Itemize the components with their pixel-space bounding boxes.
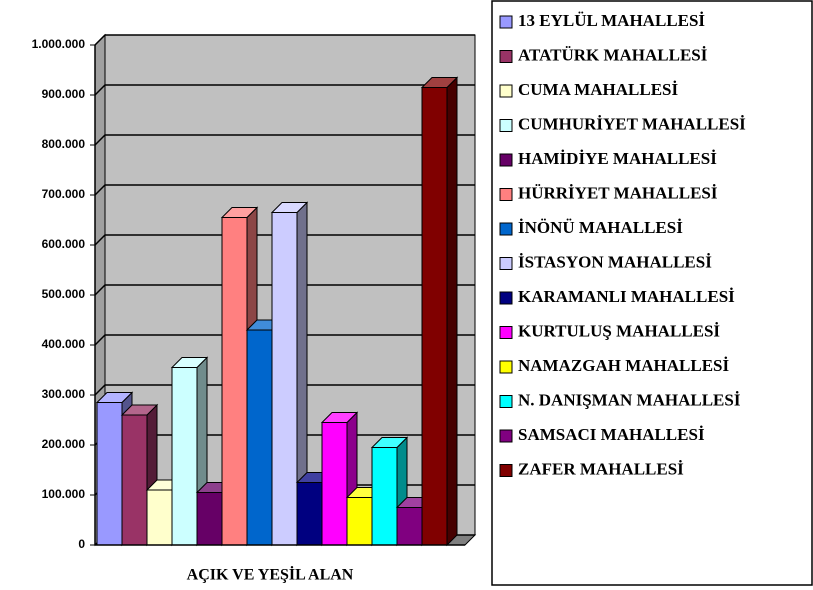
bar xyxy=(121,414,148,546)
grid-line xyxy=(94,184,475,196)
legend-label: SAMSACI MAHALLESİ xyxy=(518,425,705,444)
legend-label: N. DANIŞMAN MAHALLESİ xyxy=(518,390,741,409)
grid-line xyxy=(94,284,475,296)
y-tick-label: 100.000 xyxy=(42,487,86,501)
legend-label: ATATÜRK MAHALLESİ xyxy=(518,45,708,64)
y-tick-label: 500.000 xyxy=(42,287,86,301)
legend-swatch xyxy=(499,222,513,236)
bar-side xyxy=(446,76,458,547)
bar xyxy=(296,482,323,546)
y-tick-label: 0 xyxy=(78,537,85,551)
legend-swatch xyxy=(499,291,513,305)
bar xyxy=(221,217,248,546)
grid-line xyxy=(94,334,475,346)
legend-swatch xyxy=(499,84,513,98)
grid-line xyxy=(94,234,475,246)
legend-label: ZAFER MAHALLESİ xyxy=(518,459,684,478)
y-tick-label: 700.000 xyxy=(42,187,86,201)
legend-swatch xyxy=(499,188,513,201)
bar xyxy=(246,329,273,546)
bar xyxy=(271,212,298,546)
grid-line xyxy=(94,134,475,146)
bars xyxy=(95,76,459,547)
legend-label: İSTASYON MAHALLESİ xyxy=(518,252,712,271)
legend-label: 13 EYLÜL MAHALLESİ xyxy=(518,11,705,30)
grid-line xyxy=(94,84,475,96)
grid-line xyxy=(94,34,475,46)
y-tick-label: 400.000 xyxy=(42,337,86,351)
y-tick-label: 1.000.000 xyxy=(32,37,86,51)
legend-label: HÜRRİYET MAHALLESİ xyxy=(518,183,718,202)
bar xyxy=(171,367,198,546)
legend-items: 13 EYLÜL MAHALLESİ ATATÜRK MAHALLESİ CUMA … xyxy=(499,11,746,478)
y-tick-label: 600.000 xyxy=(42,237,86,251)
grid-line xyxy=(94,384,475,396)
legend-swatch xyxy=(499,257,513,270)
bar xyxy=(321,422,348,546)
legend-label: KARAMANLI MAHALLESİ xyxy=(518,287,735,306)
legend xyxy=(491,0,813,586)
y-tick-label: 200.000 xyxy=(42,437,86,451)
bar xyxy=(346,497,373,546)
y-tick-label: 800.000 xyxy=(42,137,86,151)
legend-label: HAMİDİYE MAHALLESİ xyxy=(518,149,717,168)
legend-swatch xyxy=(499,326,513,339)
legend-swatch xyxy=(499,395,513,408)
legend-label: CUMA MAHALLESİ xyxy=(518,80,678,99)
bar xyxy=(421,87,448,546)
legend-swatch xyxy=(499,464,513,477)
legend-label: CUMHURİYET MAHALLESİ xyxy=(518,114,746,133)
legend-label: KURTULUŞ MAHALLESİ xyxy=(518,321,720,340)
bar xyxy=(96,402,123,546)
legend-label: NAMAZGAH MAHALLESİ xyxy=(518,356,729,375)
legend-swatch xyxy=(499,119,513,132)
bar xyxy=(196,492,223,546)
bar xyxy=(371,447,398,546)
legend-swatch xyxy=(499,15,513,29)
legend-swatch xyxy=(499,50,513,63)
bar xyxy=(396,507,423,546)
x-tick-label: AÇIK VE YEŞİL ALAN xyxy=(187,565,354,584)
legend-swatch xyxy=(499,153,513,167)
bar xyxy=(146,489,173,546)
legend-swatch xyxy=(499,429,513,443)
y-tick-label: 300.000 xyxy=(42,387,86,401)
legend-label: İNÖNÜ MAHALLESİ xyxy=(518,218,683,237)
y-tick-label: 900.000 xyxy=(42,87,86,101)
legend-swatch xyxy=(499,360,513,374)
